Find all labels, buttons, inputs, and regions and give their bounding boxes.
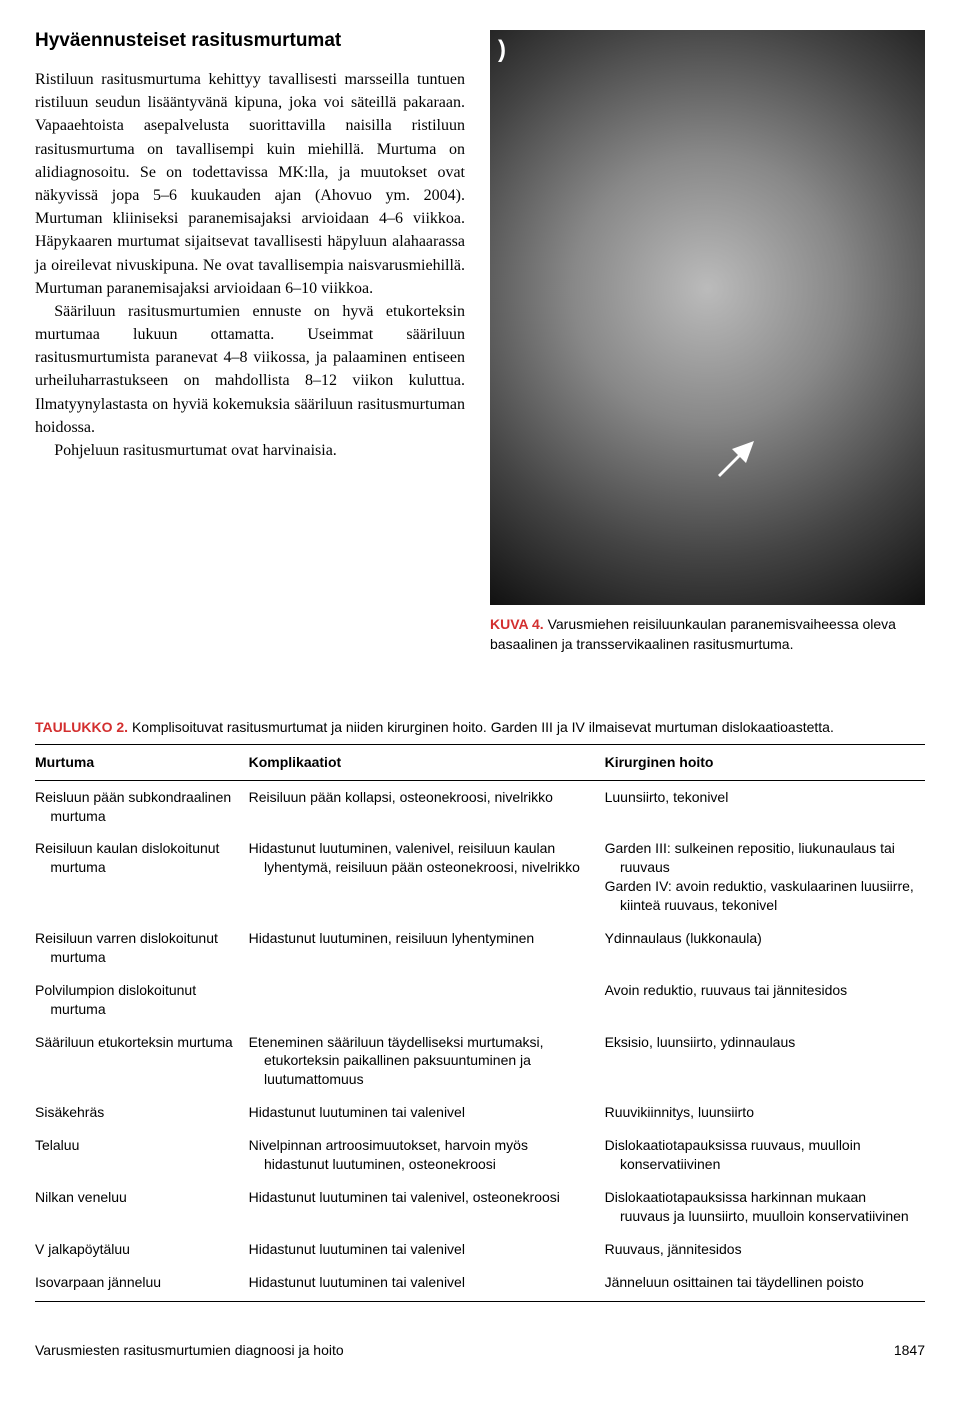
table-cell: Ydinnaulaus (lukkonaula) bbox=[605, 922, 925, 974]
table-cell: Hidastunut luutuminen tai valenivel, ost… bbox=[249, 1181, 605, 1233]
section-heading: Hyväennusteiset rasitusmurtumat bbox=[35, 30, 465, 52]
table-cell: Hidastunut luutuminen tai valenivel bbox=[249, 1096, 605, 1129]
figure-caption-lead: KUVA 4. bbox=[490, 616, 544, 632]
table-row: Reisluun pään subkondraalinen murtumaRei… bbox=[35, 780, 925, 832]
figure-column: ) KUVA 4. Varusmiehen reisiluunkaulan pa… bbox=[490, 30, 925, 668]
body-paragraph: Pohjeluun rasitusmurtumat ovat harvinais… bbox=[35, 439, 465, 462]
table-cell: Avoin reduktio, ruuvaus tai jännitesidos bbox=[605, 974, 925, 1026]
arrow-icon bbox=[708, 435, 758, 485]
table-cell: Ruuvikiinnitys, luunsiirto bbox=[605, 1096, 925, 1129]
body-text-column: Hyväennusteiset rasitusmurtumat Ristiluu… bbox=[35, 30, 465, 668]
table-row: Polvilumpion dislokoitunut murtuma Avoin … bbox=[35, 974, 925, 1026]
table-cell: Luunsiirto, tekonivel bbox=[605, 780, 925, 832]
table-row: Isovarpaan jänneluuHidastunut luutuminen… bbox=[35, 1266, 925, 1302]
table-cell: Hidastunut luutuminen tai valenivel bbox=[249, 1266, 605, 1302]
table-cell: Nilkan veneluu bbox=[35, 1181, 249, 1233]
table-cell bbox=[249, 974, 605, 1026]
table-cell: Reisiluun varren dislokoitunut murtuma bbox=[35, 922, 249, 974]
complications-table: Murtuma Komplikaatiot Kirurginen hoito R… bbox=[35, 744, 925, 1303]
table-cell: Nivelpinnan artroosimuutokset, harvoin m… bbox=[249, 1129, 605, 1181]
table-cell: Polvilumpion dislokoitunut murtuma bbox=[35, 974, 249, 1026]
table-cell: Reisiluun kaulan dislokoitunut murtuma bbox=[35, 832, 249, 922]
table-row: Reisiluun kaulan dislokoitunut murtumaHi… bbox=[35, 832, 925, 922]
figure-caption: KUVA 4. Varusmiehen reisiluunkaulan para… bbox=[490, 615, 925, 654]
footer-running-title: Varusmiesten rasitusmurtumien diagnoosi … bbox=[35, 1342, 344, 1358]
table-cell: Sääriluun etukorteksin murtuma bbox=[35, 1026, 249, 1097]
table-cell: Garden III: sulkeinen repositio, liukuna… bbox=[605, 832, 925, 922]
table-header: Murtuma bbox=[35, 744, 249, 780]
table-header: Komplikaatiot bbox=[249, 744, 605, 780]
table-row: Reisiluun varren dislokoitunut murtumaHi… bbox=[35, 922, 925, 974]
table-row: SisäkehräsHidastunut luutuminen tai vale… bbox=[35, 1096, 925, 1129]
figure-caption-text: Varusmiehen reisiluunkaulan paranemisvai… bbox=[490, 616, 896, 652]
table-cell: Dislokaatiotapauksissa ruuvaus, muulloin… bbox=[605, 1129, 925, 1181]
table-row: TelaluuNivelpinnan artroosimuutokset, ha… bbox=[35, 1129, 925, 1181]
table-cell: Hidastunut luutuminen, reisiluun lyhenty… bbox=[249, 922, 605, 974]
figure-corner-label: ) bbox=[498, 36, 506, 64]
table-row: Nilkan veneluuHidastunut luutuminen tai … bbox=[35, 1181, 925, 1233]
table-cell: Reisluun pään subkondraalinen murtuma bbox=[35, 780, 249, 832]
table-cell: Hidastunut luutuminen tai valenivel bbox=[249, 1233, 605, 1266]
table-cell: Isovarpaan jänneluu bbox=[35, 1266, 249, 1302]
table-row: Sääriluun etukorteksin murtumaEteneminen… bbox=[35, 1026, 925, 1097]
table-title-lead: TAULUKKO 2. bbox=[35, 719, 128, 735]
body-paragraph: Sääriluun rasitusmurtumien ennuste on hy… bbox=[35, 300, 465, 439]
table-cell: V jalkapöytäluu bbox=[35, 1233, 249, 1266]
table-title: TAULUKKO 2. Komplisoituvat rasitusmurtum… bbox=[35, 718, 925, 738]
footer-page-number: 1847 bbox=[894, 1342, 925, 1358]
table-cell: Eksisio, luunsiirto, ydinnaulaus bbox=[605, 1026, 925, 1097]
table-header: Kirurginen hoito bbox=[605, 744, 925, 780]
table-title-text: Komplisoituvat rasitusmurtumat ja niiden… bbox=[128, 719, 834, 735]
table-cell: Sisäkehräs bbox=[35, 1096, 249, 1129]
body-paragraph: Ristiluun rasitusmurtuma kehittyy tavall… bbox=[35, 68, 465, 300]
table-cell: Telaluu bbox=[35, 1129, 249, 1181]
table-cell: Hidastunut luutuminen, valenivel, reisil… bbox=[249, 832, 605, 922]
table-cell: Jänneluun osittainen tai täydellinen poi… bbox=[605, 1266, 925, 1302]
table-section: TAULUKKO 2. Komplisoituvat rasitusmurtum… bbox=[35, 718, 925, 1302]
xray-figure: ) bbox=[490, 30, 925, 605]
two-column-layout: Hyväennusteiset rasitusmurtumat Ristiluu… bbox=[35, 30, 925, 668]
table-cell: Eteneminen sääriluun täydelliseksi murtu… bbox=[249, 1026, 605, 1097]
table-cell: Reisiluun pään kollapsi, osteonekroosi, … bbox=[249, 780, 605, 832]
table-row: V jalkapöytäluuHidastunut luutuminen tai… bbox=[35, 1233, 925, 1266]
table-cell: Dislokaatiotapauksissa harkinnan mukaan … bbox=[605, 1181, 925, 1233]
page-footer: Varusmiesten rasitusmurtumien diagnoosi … bbox=[35, 1342, 925, 1358]
table-cell: Ruuvaus, jännitesidos bbox=[605, 1233, 925, 1266]
